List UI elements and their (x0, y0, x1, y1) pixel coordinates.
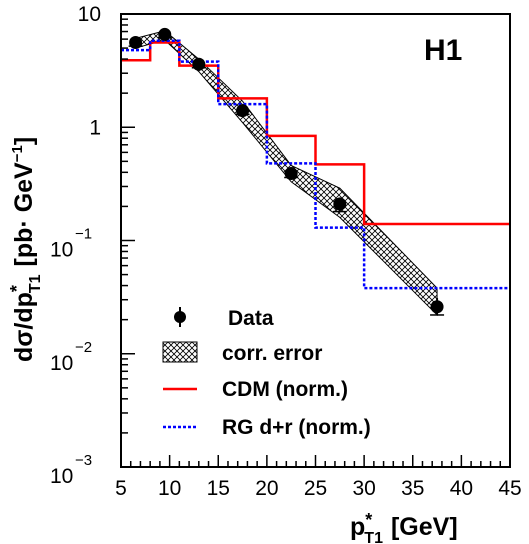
y-tick-label: 10 (50, 352, 73, 375)
data-point (430, 300, 444, 314)
data-point (158, 27, 172, 41)
legend-item-cdm: CDM (norm.) (163, 378, 348, 401)
legend-item-corr-error: corr. error (162, 341, 322, 365)
x-axis-title-star: * (365, 510, 372, 530)
y-tick-label: 10 (50, 239, 73, 262)
legend-label-cdm: CDM (norm.) (222, 378, 348, 401)
x-tick-label: 10 (158, 477, 181, 500)
x-axis-title-main: p (350, 513, 365, 541)
legend-label-data: Data (228, 307, 274, 330)
data-point (192, 57, 206, 71)
y-tick-label-exponent: −3 (75, 452, 92, 469)
x-tick-label: 40 (450, 477, 473, 500)
legend-data-marker (174, 311, 186, 323)
data-point (236, 104, 250, 118)
x-axis-title-unit: [GeV] (391, 513, 458, 541)
x-tick-label: 5 (115, 477, 127, 500)
x-tick-label: 35 (401, 477, 424, 500)
x-axis-title: p* T1 [GeV] (350, 510, 458, 544)
legend: Data corr. error CDM (norm.) RG d+r (nor… (162, 307, 371, 439)
legend-item-rg: RG d+r (norm.) (163, 416, 371, 439)
data-points-layer (128, 27, 445, 316)
legend-label-rg: RG d+r (norm.) (222, 416, 371, 439)
legend-corr-error-swatch (162, 341, 198, 363)
y-tick-label: 10 (78, 3, 101, 26)
x-tick-label: 25 (304, 477, 327, 500)
x-tick-label: 20 (255, 477, 278, 500)
rg-step-line (121, 39, 510, 290)
experiment-label: H1 (424, 34, 462, 67)
y-tick-label: 10 (50, 465, 73, 488)
legend-item-data: Data (174, 307, 274, 330)
y-tick-label-exponent: −2 (75, 339, 92, 356)
data-point (333, 197, 347, 211)
x-tick-label: 15 (207, 477, 230, 500)
y-axis-title-unit-open: [pb· GeV (10, 162, 38, 266)
data-point (129, 36, 143, 50)
cdm-step-line (121, 41, 510, 226)
x-axis-title-sub: T1 (364, 530, 383, 544)
y-tick-label-exponent: −1 (75, 226, 92, 243)
y-axis-title-main: dσ/dp (10, 292, 38, 362)
y-axis-title: dσ/dp*T1 [pb· GeV−1] (7, 137, 44, 362)
y-axis-title-star: * (7, 285, 27, 292)
data-point (284, 167, 298, 181)
y-axis-title-unit-close: ] (10, 137, 38, 145)
x-tick-label: 30 (352, 477, 375, 500)
y-axis-title-unit-exp: −1 (9, 145, 26, 162)
model-steps-layer (121, 39, 510, 290)
x-tick-label: 45 (498, 477, 521, 500)
axis-ticks (120, 18, 511, 468)
legend-label-corr-error: corr. error (222, 342, 322, 365)
y-axis-title-sub: T1 (27, 274, 44, 293)
y-tick-label: 1 (89, 116, 101, 139)
x-tick-labels: 5 10 15 20 25 30 35 40 45 (115, 477, 522, 500)
